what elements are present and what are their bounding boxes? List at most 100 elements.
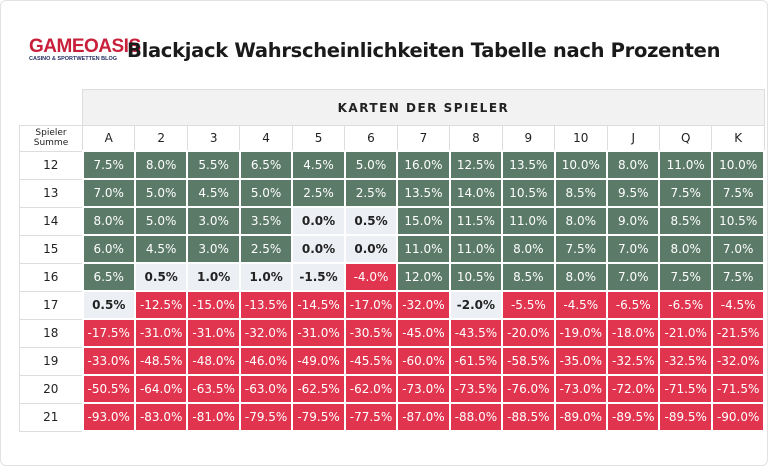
row-label: 21 [19,402,83,432]
value-cell: 7.5% [81,150,136,180]
value-cell: -32.0% [396,290,451,320]
value-cell: -4.0% [343,262,399,292]
group-header-row: KARTEN DER SPIELER [20,89,765,126]
value-cell: -89.5% [606,402,661,432]
row-label: 14 [19,206,83,236]
column-header: 10 [554,125,608,152]
value-cell: 1.0% [186,262,241,292]
value-cell: 2.5% [291,178,346,208]
column-header-row: Spieler Summe A 2 3 4 5 6 7 8 9 10 J Q K [19,125,765,152]
value-cell: 8.5% [658,206,713,236]
table-row: 12 7.5% 8.0% 5.5% 6.5% 4.5% 5.0% 16.0% 12.5% 13.5… [19,150,766,180]
row-label: 13 [19,178,83,208]
value-cell: 10.5% [448,262,504,292]
empty-corner [20,90,83,126]
table-row: 13 7.0% 5.0% 4.5% 5.0% 2.5% 2.5% 13.5% 14.0% 10.5… [19,178,766,208]
value-cell: -73.5% [448,374,504,404]
value-cell: -88.0% [448,402,504,432]
logo-name: GAMEOASIS [29,36,141,57]
value-cell: 0.5% [343,206,399,236]
value-cell: -46.0% [238,346,294,376]
value-cell: -64.0% [133,374,189,404]
value-cell: 5.0% [343,150,399,180]
column-header: K [711,125,765,152]
table-row: 21 -93.0% -83.0% -81.0% -79.5% -79.5% -77.5% -8… [19,402,766,432]
logo-tagline: CASINO & SPORTWETTEN BLOG [29,56,117,62]
value-cell: -32.0% [238,318,294,348]
value-cell: -63.0% [238,374,294,404]
value-cell: -30.5% [343,318,399,348]
value-cell: -50.5% [81,374,136,404]
value-cell: 10.0% [710,150,766,180]
value-cell: 11.0% [396,234,451,264]
column-header: J [606,125,660,152]
value-cell: 10.5% [710,206,766,236]
table-row: 19 -33.0% -48.5% -48.0% -46.0% -49.0% -45.5% -6… [19,346,766,376]
value-cell: -43.5% [448,318,504,348]
column-header: 5 [291,125,346,152]
row-label: 18 [19,318,83,348]
row-label: 16 [19,262,83,292]
value-cell: 14.0% [448,178,504,208]
value-cell: 7.5% [710,178,766,208]
value-cell: 11.0% [501,206,556,236]
value-cell: -32.5% [606,346,661,376]
value-cell: 5.5% [186,150,241,180]
value-cell: -89.0% [553,402,609,432]
value-cell: -72.0% [606,374,661,404]
value-cell: 8.0% [606,150,661,180]
value-cell: 11.0% [658,150,713,180]
value-cell: -31.0% [133,318,189,348]
value-cell: -48.0% [186,346,241,376]
value-cell: 16.0% [396,150,451,180]
value-cell: -45.0% [396,318,451,348]
column-header: 3 [186,125,241,152]
value-cell: -4.5% [710,290,766,320]
value-cell: 11.5% [448,206,504,236]
value-cell: 13.5% [396,178,451,208]
value-cell: -76.0% [501,374,556,404]
value-cell: 5.0% [133,206,189,236]
value-cell: -73.0% [553,374,609,404]
value-cell: 7.0% [606,234,661,264]
value-cell: -1.5% [291,262,346,292]
value-cell: 13.5% [501,150,556,180]
value-cell: 9.0% [606,206,661,236]
row-label: 15 [19,234,83,264]
value-cell: 2.5% [238,234,294,264]
title: Blackjack Wahrscheinlichkeiten Tabelle n… [127,39,721,62]
value-cell: 0.5% [133,262,189,292]
value-cell: 8.0% [133,150,189,180]
table-row: 16 6.5% 0.5% 1.0% 1.0% -1.5% -4.0% 12.0% 10.5% 8.… [19,262,766,292]
table-row: 18 -17.5% -31.0% -31.0% -32.0% -31.0% -30.5% -4… [19,318,766,348]
value-cell: 8.0% [501,234,556,264]
value-cell: 7.0% [81,178,136,208]
value-cell: -6.5% [606,290,661,320]
value-cell: 2.5% [343,178,399,208]
value-cell: -90.0% [710,402,766,432]
column-header: 6 [344,125,398,152]
value-cell: 5.0% [133,178,189,208]
value-cell: 8.0% [81,206,136,236]
value-cell: -6.5% [658,290,713,320]
value-cell: -63.5% [186,374,241,404]
value-cell: 7.0% [606,262,661,292]
value-cell: -61.5% [448,346,504,376]
value-cell: 10.0% [553,150,609,180]
table-row: 17 0.5% -12.5% -15.0% -13.5% -14.5% -17.0% -32.… [19,290,766,320]
value-cell: -73.0% [396,374,451,404]
value-cell: -33.0% [81,346,136,376]
value-cell: -48.5% [133,346,189,376]
value-cell: 0.5% [81,290,136,320]
table-row: 20 -50.5% -64.0% -63.5% -63.0% -62.5% -62.0% -7… [19,374,766,404]
value-cell: -5.5% [501,290,556,320]
value-cell: -89.5% [658,402,713,432]
column-header: 8 [449,125,503,152]
value-cell: -31.0% [291,318,346,348]
value-cell: 7.5% [658,262,713,292]
value-cell: 8.5% [501,262,556,292]
value-cell: 4.5% [291,150,346,180]
value-cell: 0.0% [291,234,346,264]
table-row: 14 8.0% 5.0% 3.0% 3.5% 0.0% 0.5% 15.0% 11.5% 11.0… [19,206,766,236]
